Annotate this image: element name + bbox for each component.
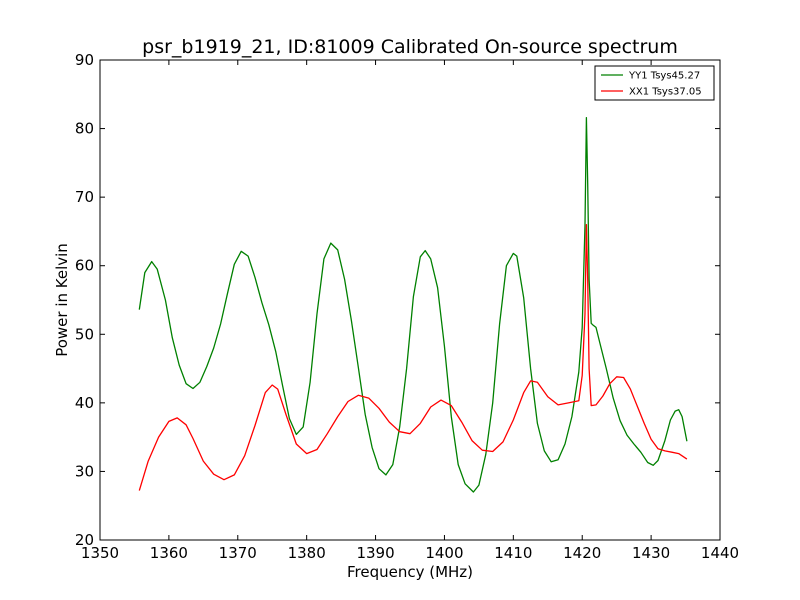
x-tick-label: 1370 bbox=[219, 544, 257, 562]
y-tick-label: 70 bbox=[75, 188, 94, 206]
y-tick-label: 80 bbox=[75, 120, 94, 138]
y-tick-label: 30 bbox=[75, 462, 94, 480]
x-tick-label: 1430 bbox=[632, 544, 670, 562]
x-tick-label: 1380 bbox=[288, 544, 326, 562]
legend-label-2: XX1 Tsys37.05 bbox=[629, 87, 702, 98]
x-tick-label: 1350 bbox=[81, 544, 119, 562]
x-tick-label: 1410 bbox=[494, 544, 532, 562]
x-tick-label: 1440 bbox=[701, 544, 739, 562]
y-tick-label: 20 bbox=[75, 531, 94, 549]
x-tick-label: 1360 bbox=[150, 544, 188, 562]
y-tick-label: 90 bbox=[75, 51, 94, 69]
x-tick-label: 1400 bbox=[425, 544, 463, 562]
y-tick-label: 50 bbox=[75, 325, 94, 343]
legend-label-1: YY1 Tsys45.27 bbox=[628, 71, 700, 82]
plot-area: 1350 1360 1370 1380 1390 1400 1410 1420 1430 1440… bbox=[75, 51, 739, 562]
series-line-2 bbox=[138, 223, 688, 491]
x-axis-label: Frequency (MHz) bbox=[347, 563, 473, 581]
x-tick-label: 1420 bbox=[563, 544, 601, 562]
axes-frame bbox=[99, 59, 721, 541]
legend: YY1 Tsys45.27 XX1 Tsys37.05 bbox=[594, 65, 715, 101]
chart-title: psr_b1919_21, ID:81009 Calibrated On-sou… bbox=[142, 36, 678, 58]
series-line-1 bbox=[138, 116, 688, 493]
y-tick-label: 40 bbox=[75, 394, 94, 412]
y-tick-label: 60 bbox=[75, 257, 94, 275]
y-axis-label: Power in Kelvin bbox=[53, 243, 71, 357]
x-tick-label: 1390 bbox=[356, 544, 394, 562]
legend-box bbox=[594, 65, 715, 101]
